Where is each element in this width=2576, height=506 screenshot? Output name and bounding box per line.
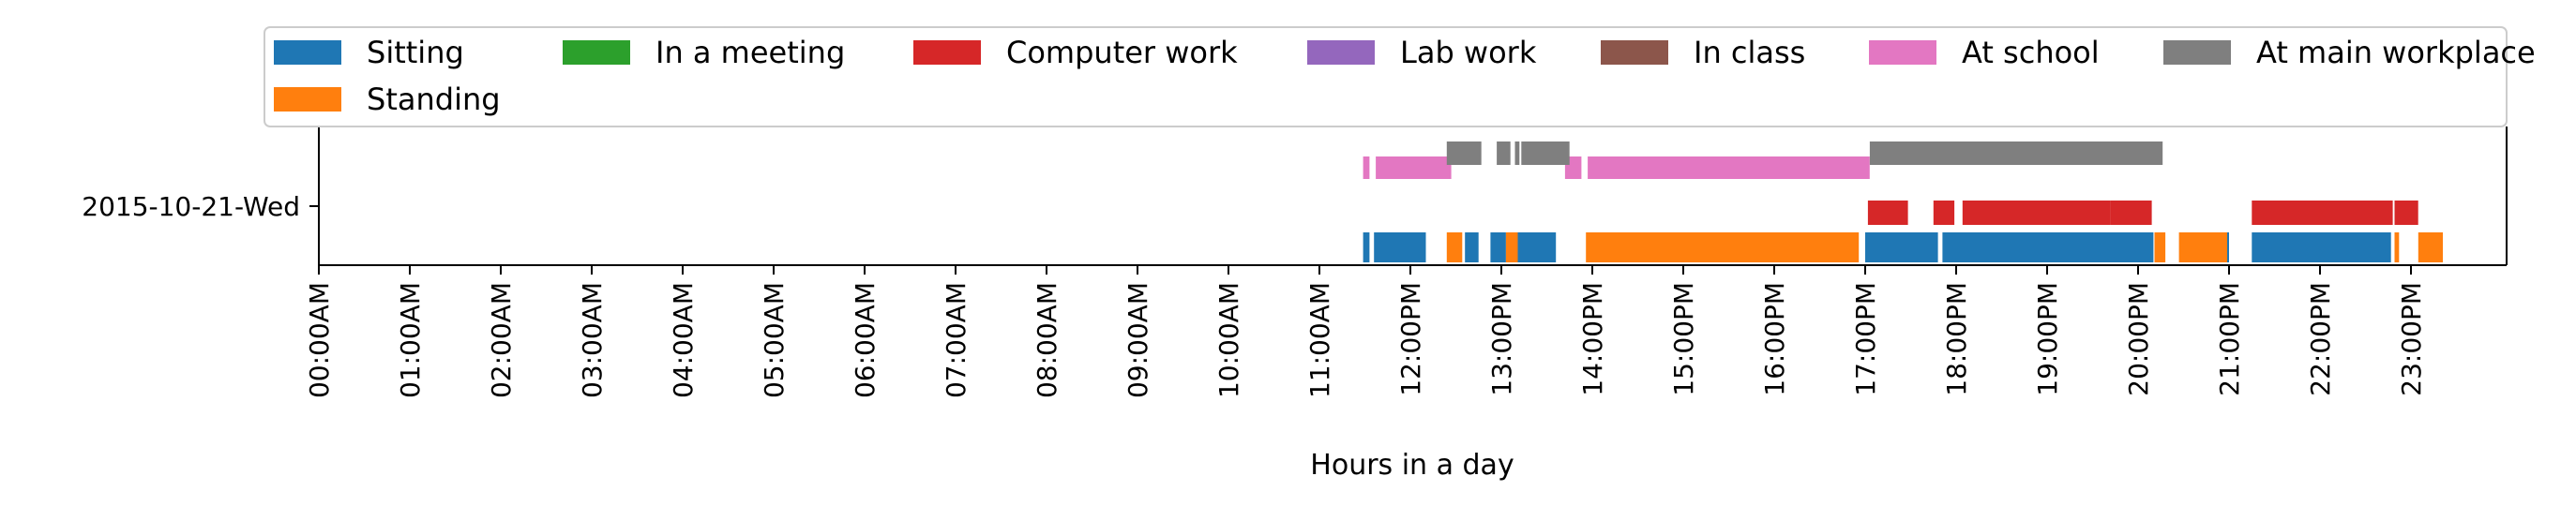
activity-bar-at-school	[1376, 156, 1452, 179]
activity-bar-sitting	[1363, 232, 1370, 262]
legend: Sitting In a meeting Computer work Lab work…	[264, 26, 2536, 127]
activity-bar-computer-work	[2252, 201, 2393, 225]
legend-label: In class	[1694, 35, 1805, 70]
x-tick-label: 10:00AM	[1213, 282, 1244, 398]
legend-label: Computer work	[1006, 35, 1238, 70]
legend-swatch	[1869, 40, 1936, 65]
x-tick-label: 05:00AM	[759, 282, 790, 398]
activity-bar-standing	[2178, 232, 2227, 262]
activity-bar-at-school	[1588, 156, 1870, 179]
activity-bar-computer-work	[1962, 201, 2111, 225]
x-tick-label: 14:00PM	[1577, 282, 1608, 396]
legend-swatch	[563, 40, 630, 65]
legend-swatch	[1601, 40, 1668, 65]
activity-bar-computer-work	[2394, 201, 2418, 225]
x-tick-label: 20:00PM	[2123, 282, 2154, 396]
x-tick-label: 15:00PM	[1668, 282, 1699, 396]
activity-bar-sitting	[1465, 232, 1479, 262]
activity-bar-at-school	[1363, 156, 1370, 179]
x-tick-label: 13:00PM	[1486, 282, 1517, 396]
activity-bars	[1363, 141, 2443, 262]
activity-bar-at-main-workplace	[1497, 141, 1511, 165]
row-label: 2015-10-21-Wed	[82, 191, 300, 222]
legend-frame	[264, 26, 2508, 127]
legend-swatch	[1307, 40, 1375, 65]
x-tick-label: 09:00AM	[1122, 282, 1153, 398]
activity-bar-sitting	[1865, 232, 1938, 262]
activity-bar-sitting	[1490, 232, 1506, 262]
activity-bar-at-main-workplace	[1521, 141, 1570, 165]
activity-bar-computer-work	[2110, 201, 2152, 225]
x-ticks: 00:00AM 01:00AM 02:00AM 03:00AM 04:00AM 05:00…	[304, 265, 2427, 398]
activity-bar-standing	[1586, 232, 1860, 262]
legend-swatch	[2163, 40, 2231, 65]
x-tick-label: 07:00AM	[941, 282, 972, 398]
x-tick-label: 23:00PM	[2396, 282, 2427, 396]
x-tick-label: 18:00PM	[1941, 282, 1972, 396]
x-axis-title: Hours in a day	[1310, 449, 1514, 482]
activity-bar-sitting	[1374, 232, 1426, 262]
x-tick-label: 06:00AM	[850, 282, 881, 398]
x-tick-label: 01:00AM	[395, 282, 426, 398]
activity-bar-sitting	[1512, 232, 1557, 262]
x-tick-label: 00:00AM	[304, 282, 335, 398]
activity-bar-sitting	[2252, 232, 2391, 262]
activity-bar-computer-work	[1867, 201, 1908, 225]
x-tick-label: 04:00AM	[668, 282, 699, 398]
activity-bar-sitting	[1942, 232, 2154, 262]
x-tick-label: 19:00PM	[2032, 282, 2063, 396]
legend-label: At school	[1962, 35, 2100, 70]
activity-bar-at-main-workplace	[1869, 141, 2163, 165]
x-tick-label: 21:00PM	[2214, 282, 2245, 396]
legend-label: Lab work	[1400, 35, 1537, 70]
x-tick-label: 12:00PM	[1395, 282, 1426, 396]
legend-swatch	[913, 40, 981, 65]
x-tick-label: 02:00AM	[486, 282, 517, 398]
x-tick-label: 22:00PM	[2305, 282, 2336, 396]
x-tick-label: 11:00AM	[1304, 282, 1335, 398]
legend-label: Sitting	[367, 35, 464, 70]
activity-bar-standing	[1446, 232, 1463, 262]
x-tick-label: 17:00PM	[1850, 282, 1881, 396]
activity-bar-at-main-workplace	[1514, 141, 1520, 165]
x-tick-label: 16:00PM	[1759, 282, 1790, 396]
legend-label: In a meeting	[655, 35, 845, 70]
legend-swatch	[274, 40, 341, 65]
legend-label: Standing	[367, 82, 501, 117]
activity-bar-computer-work	[1933, 201, 1955, 225]
activity-bar-standing	[2154, 232, 2166, 262]
legend-swatch	[274, 87, 341, 112]
x-tick-label: 08:00AM	[1032, 282, 1062, 398]
x-tick-label: 03:00AM	[577, 282, 608, 398]
legend-label: At main workplace	[2256, 35, 2536, 70]
activity-bar-standing	[2394, 232, 2400, 262]
activity-bar-standing	[2418, 232, 2443, 262]
activity-bar-at-main-workplace	[1446, 141, 1482, 165]
activity-bar-standing	[1505, 232, 1518, 262]
